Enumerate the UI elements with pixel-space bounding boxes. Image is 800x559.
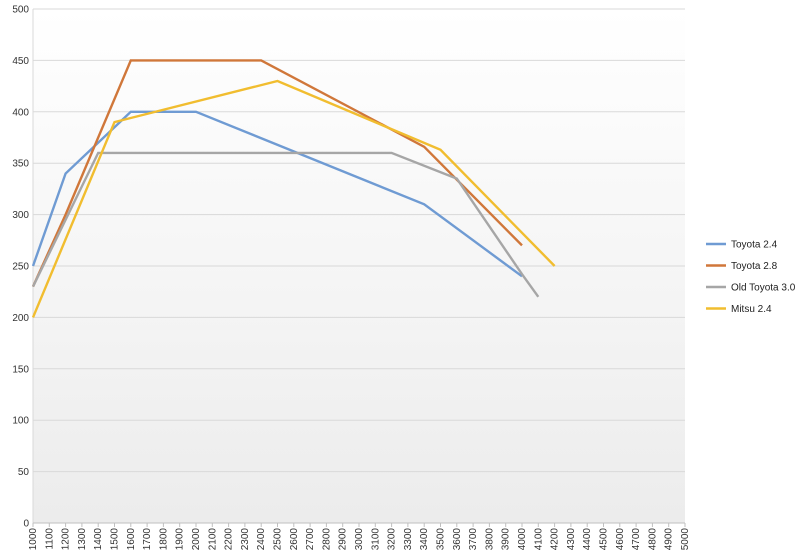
x-tick-label: 2000 bbox=[191, 528, 202, 551]
y-tick-label: 200 bbox=[12, 313, 29, 324]
x-tick-label: 2100 bbox=[207, 528, 218, 551]
series-line-mitsu-2-4 bbox=[31, 79, 556, 318]
x-tick-label: 1300 bbox=[77, 528, 88, 551]
legend-label: Toyota 2.4 bbox=[731, 240, 778, 251]
legend-label: Mitsu 2.4 bbox=[731, 304, 772, 315]
x-tick-label: 2800 bbox=[321, 528, 332, 551]
y-tick-label: 300 bbox=[12, 210, 29, 221]
y-tick-label: 100 bbox=[12, 416, 29, 427]
x-tick-label: 1800 bbox=[158, 528, 169, 551]
x-tick-label: 2600 bbox=[289, 528, 300, 551]
x-tick-label: 1600 bbox=[126, 528, 137, 551]
y-tick-label: 450 bbox=[12, 56, 29, 67]
x-tick-label: 1500 bbox=[110, 528, 121, 551]
y-tick-label: 50 bbox=[18, 467, 30, 478]
x-tick-label: 4900 bbox=[664, 528, 675, 551]
y-tick-label: 350 bbox=[12, 159, 29, 170]
x-tick-label: 3400 bbox=[419, 528, 430, 551]
x-tick-label: 4500 bbox=[599, 528, 610, 551]
y-tick-label: 400 bbox=[12, 107, 29, 118]
x-tick-label: 3300 bbox=[403, 528, 414, 551]
x-axis: 1000 1100 1200 1300 1400 1500 1600 1700 1800 1900… bbox=[28, 522, 691, 551]
x-tick-label: 5000 bbox=[680, 528, 691, 551]
x-tick-label: 4800 bbox=[647, 528, 658, 551]
x-tick-label: 4000 bbox=[517, 528, 528, 551]
series-layer bbox=[31, 59, 556, 318]
y-tick-label: 0 bbox=[23, 519, 29, 530]
x-tick-label: 2300 bbox=[240, 528, 251, 551]
x-tick-label: 2400 bbox=[256, 528, 267, 551]
x-tick-label: 3600 bbox=[452, 528, 463, 551]
legend-label: Old Toyota 3.0 bbox=[731, 283, 796, 294]
x-tick-label: 3000 bbox=[354, 528, 365, 551]
x-tick-label: 3900 bbox=[501, 528, 512, 551]
x-tick-label: 2500 bbox=[273, 528, 284, 551]
x-tick-label: 1400 bbox=[93, 528, 104, 551]
x-tick-label: 4300 bbox=[566, 528, 577, 551]
legend: Toyota 2.4 Toyota 2.8 Old Toyota 3.0 Mitsu … bbox=[706, 240, 796, 315]
series-line-toyota-2-4 bbox=[31, 110, 523, 278]
x-tick-label: 3700 bbox=[468, 528, 479, 551]
series-line-toyota-2-8 bbox=[31, 59, 523, 288]
x-tick-label: 3800 bbox=[484, 528, 495, 551]
x-tick-label: 2900 bbox=[338, 528, 349, 551]
x-tick-label: 1100 bbox=[44, 528, 55, 550]
legend-label: Toyota 2.8 bbox=[731, 261, 778, 272]
x-tick-label: 2700 bbox=[305, 528, 316, 551]
series-line-old-toyota-3-0 bbox=[31, 151, 540, 298]
x-tick-label: 4200 bbox=[550, 528, 561, 551]
x-tick-label: 3200 bbox=[387, 528, 398, 551]
y-tick-label: 500 bbox=[12, 5, 29, 16]
x-tick-label: 1700 bbox=[142, 528, 153, 551]
x-tick-label: 3500 bbox=[436, 528, 447, 551]
x-tick-label: 4400 bbox=[582, 528, 593, 551]
x-tick-label: 4100 bbox=[533, 528, 544, 551]
x-tick-label: 2200 bbox=[224, 528, 235, 551]
y-tick-label: 250 bbox=[12, 262, 29, 273]
x-tick-label: 1000 bbox=[28, 528, 39, 551]
y-axis: 0 50 100 150 200 250 300 350 400 450 500 bbox=[12, 5, 34, 530]
y-tick-label: 150 bbox=[12, 364, 29, 375]
x-tick-label: 3100 bbox=[370, 528, 381, 551]
x-tick-label: 4700 bbox=[631, 528, 642, 551]
x-tick-label: 1200 bbox=[61, 528, 72, 551]
x-tick-label: 4600 bbox=[615, 528, 626, 551]
x-tick-label: 1900 bbox=[175, 528, 186, 551]
